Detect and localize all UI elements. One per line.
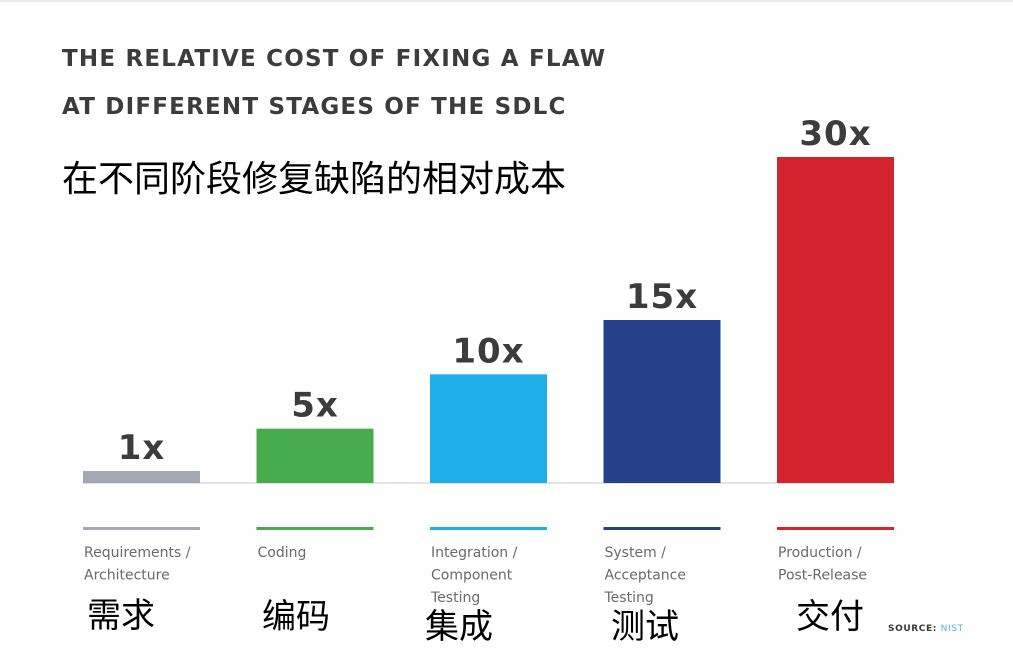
- source-label: SOURCE:: [888, 624, 937, 634]
- category-label-line: Component: [431, 568, 513, 584]
- bar-2: [256, 428, 374, 483]
- value-label-3: 10x: [452, 331, 524, 371]
- value-label-5: 30x: [799, 114, 871, 154]
- chart-title: THE RELATIVE COST OF FIXING A FLAW: [62, 46, 607, 72]
- category-rule-4: [603, 527, 721, 530]
- value-label-1: 1x: [118, 428, 166, 468]
- category-label-line: Testing: [430, 590, 480, 606]
- category-label-zh-3: 集成: [425, 607, 493, 647]
- category-label-line: Requirements /: [84, 545, 191, 561]
- category-label-line: Testing: [604, 590, 654, 606]
- category-label-line: Architecture: [84, 568, 170, 584]
- category-label-3: Integration / Component Testing: [430, 545, 518, 606]
- category-label-line: Production /: [778, 545, 862, 561]
- category-rule-5: [777, 527, 894, 530]
- category-label-1: Requirements / Architecture: [84, 545, 191, 584]
- bar-4: [603, 320, 721, 483]
- category-rule-3: [430, 527, 547, 530]
- category-label-line: System /: [605, 545, 667, 561]
- category-label-line: Coding: [258, 545, 307, 561]
- category-label-2: Coding: [258, 545, 307, 561]
- chart-title-line-2: AT DIFFERENT STAGES OF THE SDLC: [62, 94, 567, 120]
- source-note: SOURCE: NIST: [888, 624, 964, 634]
- bar-3: [430, 374, 547, 483]
- category-label-zh-5: 交付: [796, 597, 864, 637]
- source-name: NIST: [940, 624, 964, 634]
- category-label-4: System / Acceptance Testing: [604, 545, 686, 606]
- category-rule-1: [83, 527, 200, 530]
- value-label-2: 5x: [291, 386, 339, 426]
- bar-5: [777, 157, 894, 483]
- bar-1: [83, 471, 200, 483]
- category-label-line: Integration /: [431, 545, 518, 561]
- category-label-zh-2: 编码: [262, 597, 330, 637]
- chart-subtitle-chinese: 在不同阶段修复缺陷的相对成本: [62, 159, 567, 200]
- category-label-5: Production / Post-Release: [778, 545, 867, 584]
- category-label-line: Acceptance: [605, 568, 686, 584]
- category-label-line: Post-Release: [778, 568, 867, 584]
- value-label-4: 15x: [626, 277, 698, 317]
- category-label-zh-4: 测试: [611, 607, 679, 647]
- category-rule-2: [256, 527, 374, 530]
- top-border: [0, 0, 1013, 2]
- category-label-zh-1: 需求: [87, 596, 155, 636]
